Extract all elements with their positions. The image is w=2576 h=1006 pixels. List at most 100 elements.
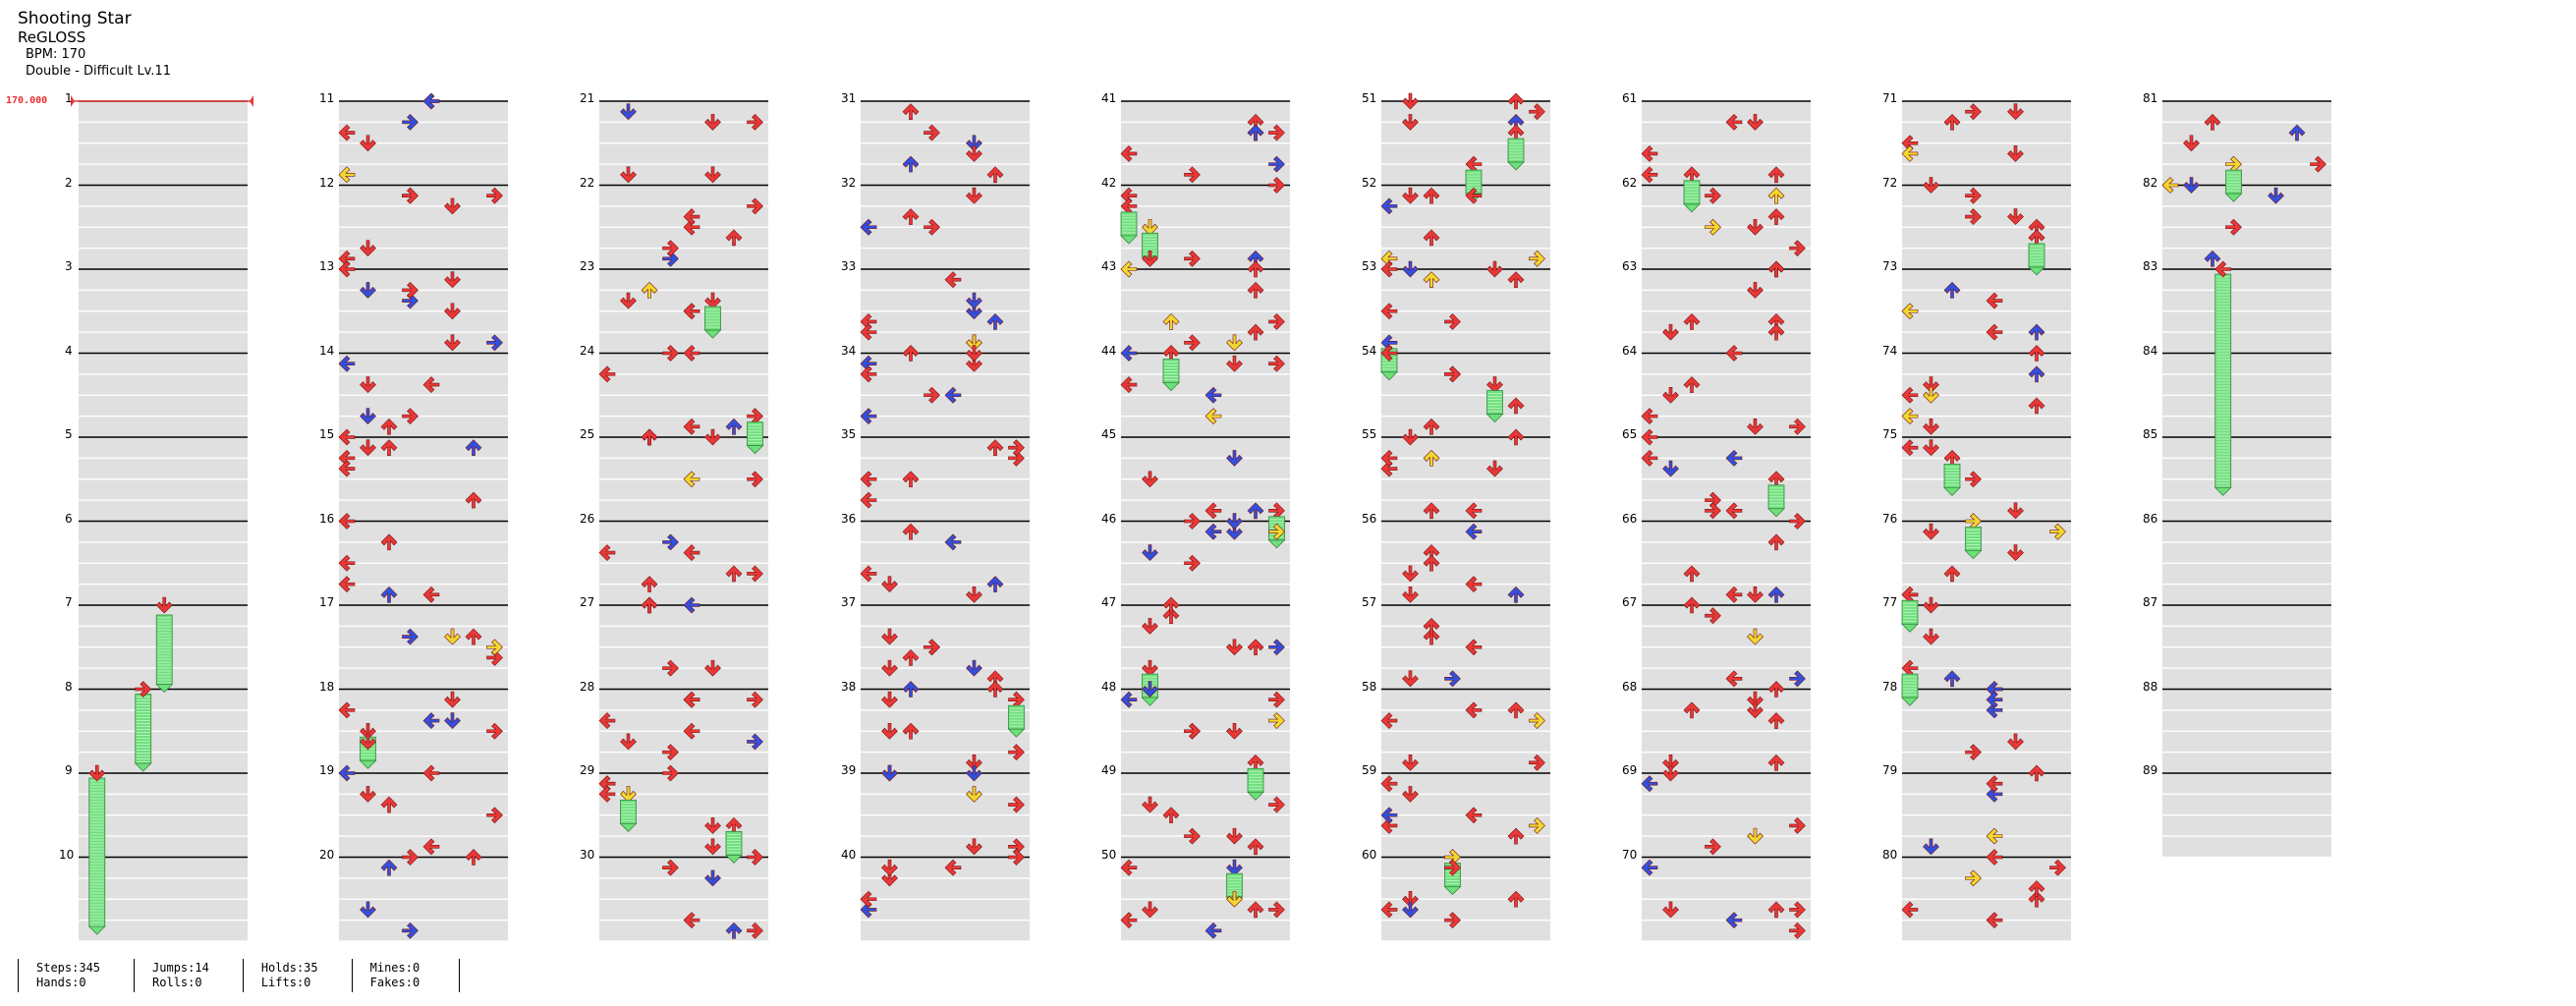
hold-note [1485, 390, 1504, 423]
stat-lifts: Lifts:0 [260, 976, 311, 989]
beat-band [79, 186, 248, 206]
step-arrow [1923, 376, 1939, 393]
beat-band [599, 668, 768, 689]
measure-number: 44 [1101, 343, 1117, 358]
step-arrow [1380, 260, 1398, 278]
beat-band [599, 186, 768, 206]
step-arrow [1943, 670, 1961, 688]
beat-band [1642, 164, 1811, 185]
step-arrow [598, 712, 616, 729]
step-arrow [1204, 523, 1222, 540]
step-arrow [1986, 775, 2003, 793]
beat-band [861, 899, 1030, 920]
beat-band [79, 164, 248, 185]
beat-band [2162, 249, 2331, 269]
beat-band [861, 354, 1030, 374]
step-arrow [1767, 187, 1785, 204]
step-arrow [1901, 386, 1919, 404]
step-arrow [1789, 418, 1806, 435]
measure-number: 26 [580, 511, 595, 526]
step-arrow [683, 596, 700, 614]
beat-band [1381, 206, 1550, 227]
beat-band [1642, 542, 1811, 563]
measure-number: 57 [1362, 595, 1377, 609]
step-arrow [747, 471, 763, 488]
beat-band [339, 354, 508, 374]
step-arrow [902, 208, 920, 225]
beat-band [1642, 753, 1811, 773]
beat-band [79, 522, 248, 542]
step-arrow [966, 786, 982, 803]
step-arrow [1465, 639, 1483, 656]
step-arrow [380, 418, 398, 435]
hold-note [746, 421, 764, 455]
step-arrow [881, 628, 898, 645]
beat-band [861, 542, 1030, 563]
step-arrow [1529, 817, 1545, 834]
measure-number: 16 [319, 511, 335, 526]
beat-band [339, 311, 508, 332]
measure-number: 24 [580, 343, 595, 358]
beat-band [79, 291, 248, 311]
beat-band [1381, 668, 1550, 689]
beat-band [1121, 899, 1290, 920]
step-arrow [1204, 502, 1222, 520]
step-arrow [1268, 712, 1285, 729]
step-arrow [1162, 596, 1180, 614]
measure-number: 60 [1362, 847, 1377, 862]
step-arrow [1444, 365, 1461, 383]
beat-band [1902, 605, 2071, 626]
beat-band [1642, 332, 1811, 353]
beat-band [79, 753, 248, 773]
step-arrow [1142, 544, 1158, 561]
step-arrow [1747, 628, 1764, 645]
step-arrow [2214, 260, 2232, 278]
step-arrow [2028, 880, 2045, 897]
step-arrow [598, 785, 616, 803]
step-arrow [1162, 807, 1180, 824]
step-arrow [704, 292, 721, 309]
step-arrow [1986, 691, 2003, 708]
step-arrow [1423, 617, 1440, 635]
beat-band [1642, 921, 1811, 941]
measure-number: 37 [841, 595, 857, 609]
step-arrow [444, 628, 461, 645]
beat-band [2162, 605, 2331, 626]
step-arrow [641, 281, 658, 299]
step-arrow [1247, 281, 1264, 299]
measure-number: 15 [319, 427, 335, 441]
step-arrow [1247, 323, 1264, 341]
step-arrow [1380, 807, 1398, 824]
hold-note [155, 614, 174, 694]
stats-bar: Steps:345 Hands:0 Jumps:14 Rolls:0 Holds… [18, 959, 461, 992]
step-arrow [1507, 271, 1525, 288]
measure-number: 78 [1882, 679, 1898, 694]
beat-band [1902, 123, 2071, 143]
step-arrow [1529, 103, 1545, 121]
step-arrow [1641, 428, 1658, 446]
beat-band [599, 753, 768, 773]
beat-band [599, 647, 768, 668]
beat-band [339, 479, 508, 500]
step-arrow [402, 922, 419, 939]
step-arrow [1705, 607, 1721, 625]
step-arrow [1943, 113, 1961, 131]
beat-band [1642, 858, 1811, 878]
step-arrow [1444, 912, 1461, 929]
beat-band [339, 668, 508, 689]
beat-band [1121, 585, 1290, 605]
step-arrow [881, 859, 898, 876]
beat-band [599, 354, 768, 374]
step-arrow [881, 722, 898, 740]
beat-band [2162, 563, 2331, 584]
beat-band [1902, 459, 2071, 479]
step-arrow [360, 786, 376, 803]
measure-number: 1 [65, 91, 73, 105]
beat-band [1642, 417, 1811, 437]
step-arrow [1507, 827, 1525, 845]
step-arrow [747, 565, 763, 583]
step-arrow [380, 439, 398, 456]
beat-band [339, 563, 508, 584]
step-arrow [1901, 439, 1919, 457]
measure-number: 19 [319, 763, 335, 777]
